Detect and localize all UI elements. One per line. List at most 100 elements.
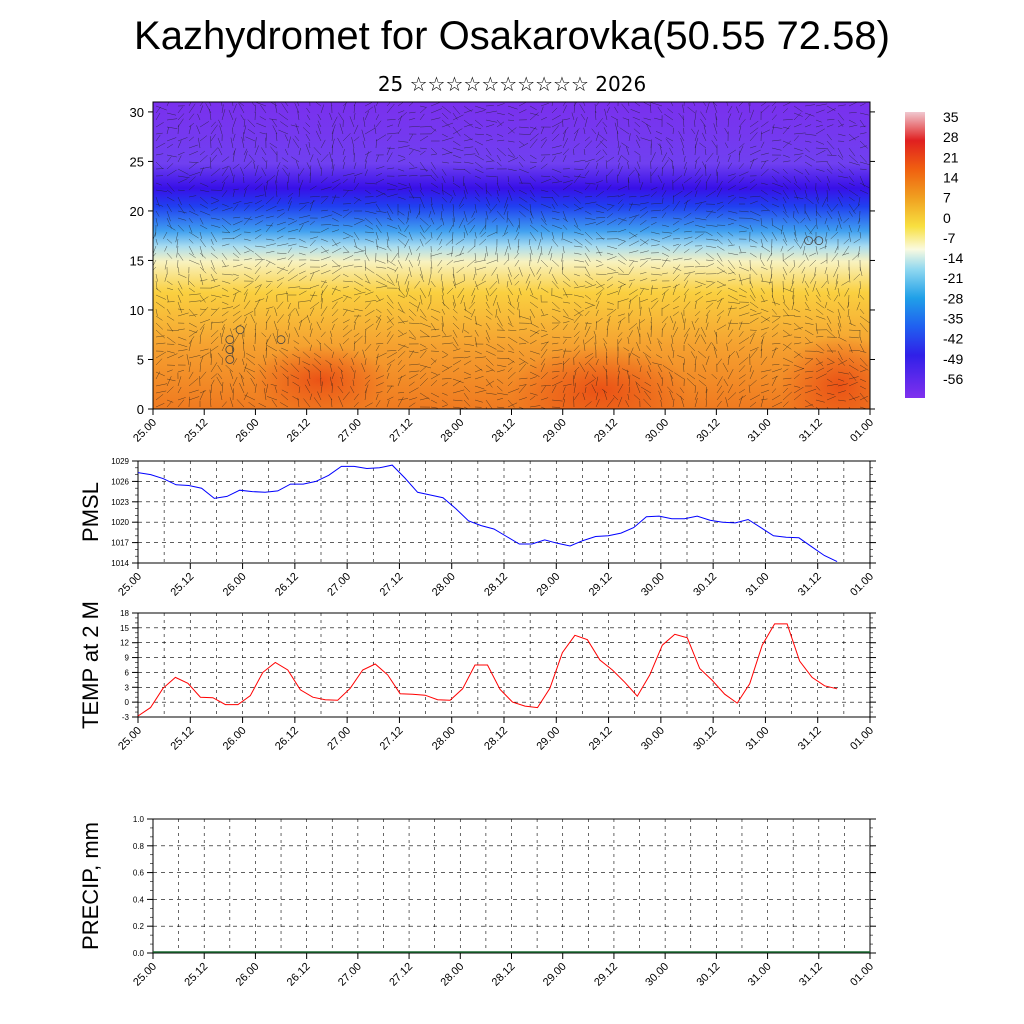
wind-vector [496,139,505,142]
wind-vector [453,280,465,286]
wind-vector [636,358,641,366]
wind-vector [265,196,274,205]
wind-vector [320,245,329,254]
wind-vector [812,280,817,292]
wind-vector [667,355,674,366]
wind-vector [793,135,799,142]
wind-vector [593,330,597,338]
wind-vector [540,217,547,226]
wind-vector [430,343,437,350]
wind-vector [804,196,814,205]
wind-vector [282,373,289,380]
wind-vector [793,294,795,305]
wind-vector [661,152,668,163]
wind-vector [561,259,564,270]
wind-vector [625,400,630,408]
wind-vector [548,245,553,256]
wind-vector [639,257,652,261]
wind-vector [330,398,333,408]
wind-vector [595,399,600,408]
wind-vector [353,245,364,252]
wind-vector [551,375,559,380]
wind-vector [804,224,813,235]
wind-vector [386,331,391,338]
wind-vector [496,315,503,327]
wind-vector [430,161,436,170]
wind-vector [705,252,715,260]
wind-vector [240,375,245,387]
wind-vector [375,375,384,380]
wind-vector [391,252,399,263]
wind-vector [232,310,241,317]
wind-vector [166,401,172,408]
wind-vector [155,105,167,111]
wind-vector [496,378,504,384]
wind-vector [408,350,419,354]
wind-vector [579,104,586,114]
wind-vector [573,280,579,287]
wind-vector [804,168,810,176]
wind-vector [815,301,825,309]
wind-vector [639,288,644,296]
wind-vector [804,133,817,136]
wind-vector [727,105,733,114]
wind-vector [809,224,817,235]
wind-vector [661,231,673,234]
x-tick-label: 26.12 [285,961,313,989]
wind-vector [292,381,300,387]
wind-vector [266,345,278,352]
wind-vector [584,259,589,267]
wind-vector [749,301,759,309]
wind-vector [386,350,397,352]
x-tick-label: 31.00 [744,725,772,753]
wind-vector [738,287,747,293]
wind-vector [265,222,274,233]
wind-vector [452,329,458,338]
wind-vector [177,328,185,331]
wind-vector [697,374,707,380]
wind-vector [504,245,509,256]
wind-vector [331,318,338,324]
wind-vector [430,153,438,156]
wind-vector [540,136,547,142]
wind-vector [276,257,286,261]
wind-vector [551,324,559,331]
wind-vector [760,332,767,338]
wind-vector [507,399,515,408]
wind-vector [782,182,789,190]
wind-vector [489,280,498,290]
wind-vector [265,180,269,191]
wind-vector [229,166,234,177]
wind-vector [375,139,377,149]
wind-vector [353,182,360,191]
wind-vector [155,132,163,135]
wind-vector [683,240,693,247]
wind-vector [199,217,204,225]
wind-vector [430,117,441,121]
wind-vector [298,224,304,233]
wind-vector [199,238,207,248]
wind-vector [463,376,472,380]
wind-vector [804,388,817,394]
wind-vector [804,154,815,161]
wind-vector [529,350,540,355]
wind-vector [683,272,691,282]
wind-vector [826,383,839,387]
wind-vector [749,347,759,352]
wind-vector [281,347,289,352]
wind-vector [221,381,224,394]
wind-vector [639,238,649,245]
wind-vector [682,183,685,191]
wind-vector [540,163,548,170]
wind-vector [188,396,190,408]
wind-vector [452,175,455,183]
wind-vector [540,259,548,268]
wind-vector [551,342,559,345]
wind-vector [404,224,410,233]
wind-vector [672,398,675,408]
wind-vector [551,203,556,210]
wind-vector [562,358,570,366]
wind-vector [595,273,607,276]
wind-vector [198,137,201,149]
wind-vector [848,189,859,197]
